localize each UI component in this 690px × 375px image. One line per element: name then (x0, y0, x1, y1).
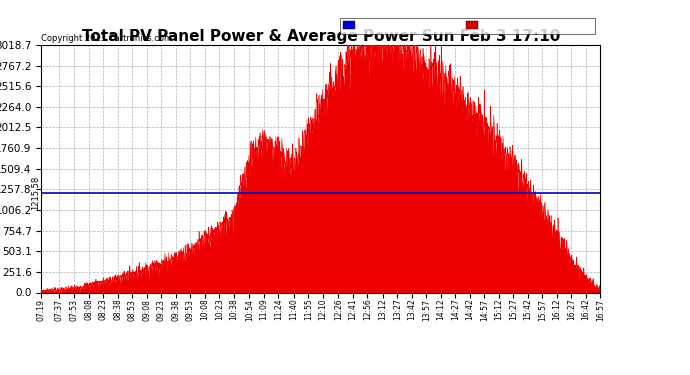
Legend: Average  (DC Watts), PV Panels  (DC Watts): Average (DC Watts), PV Panels (DC Watts) (340, 18, 595, 33)
Text: Copyright 2013 Cartronics.com: Copyright 2013 Cartronics.com (41, 33, 172, 42)
Title: Total PV Panel Power & Average Power Sun Feb 3 17:10: Total PV Panel Power & Average Power Sun… (81, 29, 560, 44)
